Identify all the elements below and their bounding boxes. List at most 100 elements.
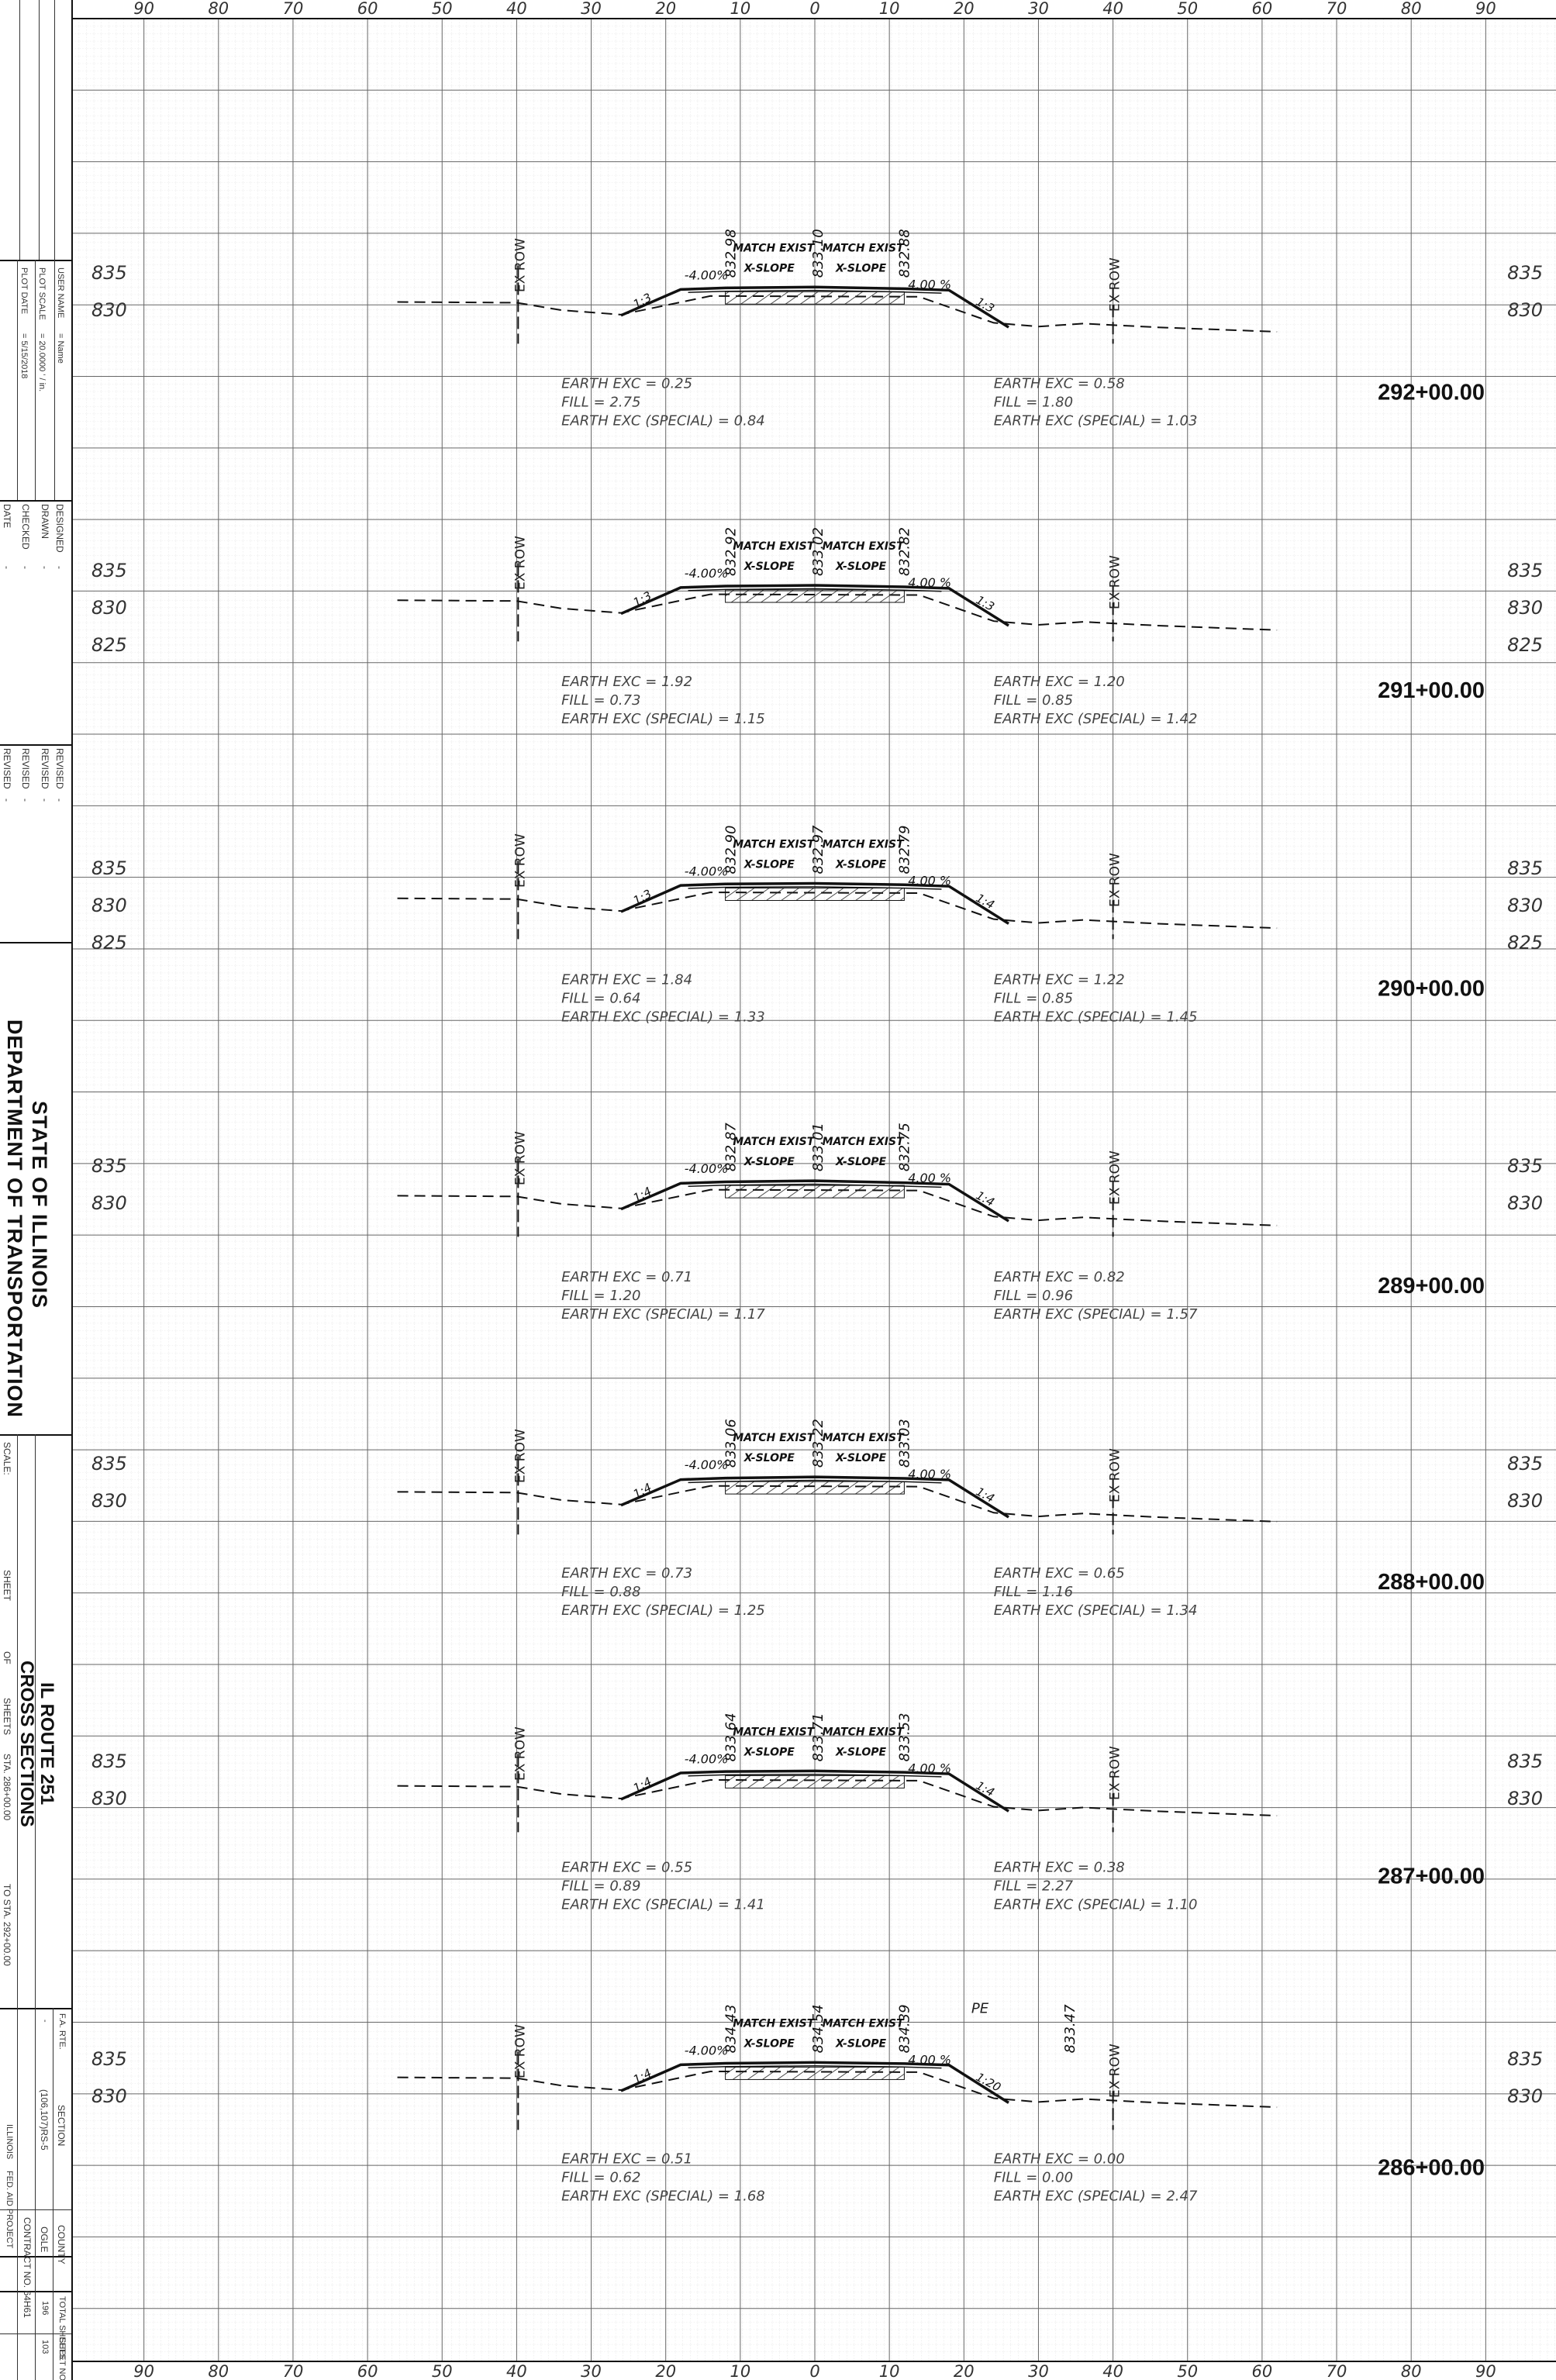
cross-slope-left: -4.00%	[685, 566, 729, 581]
ex-row-label: EX ROW	[512, 833, 528, 888]
county-label: COUNTY	[56, 2225, 67, 2264]
match-exist-label: MATCH EXIST	[733, 839, 815, 851]
divider	[35, 260, 36, 500]
elevation-label-left: 830	[91, 299, 127, 321]
elevation-label-left: 830	[91, 2085, 127, 2107]
existing-ground-line	[397, 892, 1278, 930]
existing-ground-line	[397, 295, 1278, 333]
elevation-label-left: 830	[91, 597, 127, 619]
earth-exc-quantity: EARTH EXC = 0.38	[994, 1859, 1125, 1875]
match-exist-label: MATCH EXIST	[733, 540, 815, 553]
ex-row-label: EX ROW	[1108, 1448, 1123, 1502]
divider	[0, 2291, 71, 2292]
revised-value: -	[54, 799, 65, 802]
offset-tick-label: 50	[1177, 0, 1198, 18]
match-exist-label: MATCH EXIST	[733, 242, 815, 254]
cross-slope-right: 4.00 %	[908, 874, 951, 888]
sheets-label: SHEETS	[2, 1698, 12, 1736]
x-slope-label: X-SLOPE	[743, 859, 795, 871]
station-label: 290+00.00	[1378, 977, 1485, 1002]
match-exist-label: MATCH EXIST	[823, 540, 905, 553]
ex-row-label: EX ROW	[1108, 1150, 1123, 1205]
x-slope-label: X-SLOPE	[835, 1156, 887, 1168]
agency-line-1: STATE OF ILLINOIS	[28, 1101, 51, 1309]
earth-exc-quantity: EARTH EXC = 0.73	[561, 1565, 692, 1581]
fill-quantity: FILL = 1.80	[994, 394, 1073, 410]
ex-row-label: EX ROW	[512, 2024, 528, 2078]
earth-exc-special-quantity: EARTH EXC (SPECIAL) = 1.34	[994, 1602, 1198, 1619]
match-exist-label: MATCH EXIST	[823, 242, 905, 254]
elevation-label-right: 830	[1507, 1788, 1543, 1809]
removal-hatch	[725, 291, 905, 305]
earth-exc-quantity: EARTH EXC = 0.25	[561, 375, 692, 391]
user-name-value: = Name	[56, 333, 65, 364]
elevation-label-left: 835	[91, 560, 127, 581]
cross-section-289+00.00: 835 835 830 830 EX ROW EX ROW 832.87 833.01 832.…	[91, 1123, 1543, 1323]
earth-exc-quantity: EARTH EXC = 0.51	[561, 2151, 692, 2167]
fill-quantity: FILL = 0.89	[561, 1878, 640, 1894]
station-label: 287+00.00	[1378, 1864, 1485, 1888]
divider	[17, 260, 18, 500]
proposed-surface	[620, 881, 1009, 925]
x-slope-label: X-SLOPE	[743, 561, 795, 573]
elevation-callout: 832.82	[896, 527, 913, 576]
fa-rte-label: F.A. RTE.	[57, 2013, 67, 2050]
offset-tick-label: 10	[730, 0, 750, 18]
elevation-label-left: 835	[91, 1155, 127, 1177]
offset-tick-label: 30	[581, 2362, 602, 2380]
plot-scale-label: PLOT SCALE	[37, 267, 47, 320]
offset-tick-label: 50	[432, 2362, 453, 2380]
divider	[0, 1434, 71, 1436]
elevation-label-left: 830	[91, 1788, 127, 1809]
elevation-callout: 833.47	[1062, 2004, 1078, 2054]
section-value: (106,107)RS-5	[39, 2089, 50, 2151]
match-exist-label: MATCH EXIST	[823, 839, 905, 851]
match-exist-label: MATCH EXIST	[823, 2017, 905, 2030]
divider	[17, 2008, 18, 2380]
x-slope-label: X-SLOPE	[835, 859, 887, 871]
cross-slope-left: -4.00%	[685, 864, 729, 879]
elevation-callout: 833.10	[810, 229, 826, 278]
fill-quantity: FILL = 0.00	[994, 2169, 1073, 2185]
user-name-label: USER NAME	[56, 267, 65, 319]
offset-tick-label: 30	[1028, 2362, 1049, 2380]
drawn-value: -	[40, 566, 50, 569]
elevation-label-right: 825	[1507, 932, 1543, 954]
offset-tick-label: 80	[208, 0, 229, 18]
offset-tick-label: 70	[1327, 2362, 1347, 2380]
fa-rte-value: -	[40, 2020, 50, 2023]
elevation-callout: 833.22	[810, 1419, 826, 1468]
cross-slope-left: -4.00%	[685, 267, 729, 282]
match-exist-label: MATCH EXIST	[733, 2017, 815, 2030]
sections-layer: 835 835 830 830 EX ROW EX ROW 832.98 833.10 832.…	[91, 229, 1543, 2204]
elevation-callout: 832.75	[896, 1123, 913, 1171]
offset-tick-label: 10	[879, 2362, 900, 2380]
ex-row-label: EX ROW	[1108, 2044, 1123, 2098]
earth-exc-special-quantity: EARTH EXC (SPECIAL) = 1.03	[994, 412, 1198, 429]
offset-tick-label: 70	[283, 2362, 304, 2380]
revised-value: -	[40, 799, 50, 802]
station-label: 291+00.00	[1378, 678, 1485, 703]
divider	[35, 2008, 36, 2380]
fill-quantity: FILL = 1.16	[994, 1584, 1073, 1600]
elevation-label-left: 835	[91, 2048, 127, 2070]
fill-quantity: FILL = 0.96	[994, 1288, 1073, 1304]
elevation-callout: 833.02	[810, 527, 826, 576]
scale-label: SCALE:	[2, 1442, 12, 1475]
ex-row-label: EX ROW	[512, 536, 528, 590]
match-exist-label: MATCH EXIST	[733, 1136, 815, 1148]
offset-tick-label: 90	[133, 0, 154, 18]
elevation-label-right: 830	[1507, 2085, 1543, 2107]
elevation-label-left: 830	[91, 1490, 127, 1512]
elevation-label-right: 830	[1507, 1490, 1543, 1512]
pavement-bottom	[688, 588, 942, 592]
revised-label: REVISED	[40, 748, 50, 789]
removal-hatch	[725, 1481, 905, 1495]
match-exist-label: MATCH EXIST	[823, 1136, 905, 1148]
title-block: USER NAME = Name PLOT SCALE = 20.0000 ' …	[0, 0, 73, 2380]
offset-tick-label: 20	[954, 2362, 975, 2380]
offset-scale-bottom: 90 80 70 60 50 40 30 20 10 0 10 20 30 40 50 60 70 80 90	[133, 2362, 1496, 2380]
pavement-bottom	[688, 1479, 942, 1484]
earth-exc-special-quantity: EARTH EXC (SPECIAL) = 1.10	[994, 1896, 1198, 1913]
